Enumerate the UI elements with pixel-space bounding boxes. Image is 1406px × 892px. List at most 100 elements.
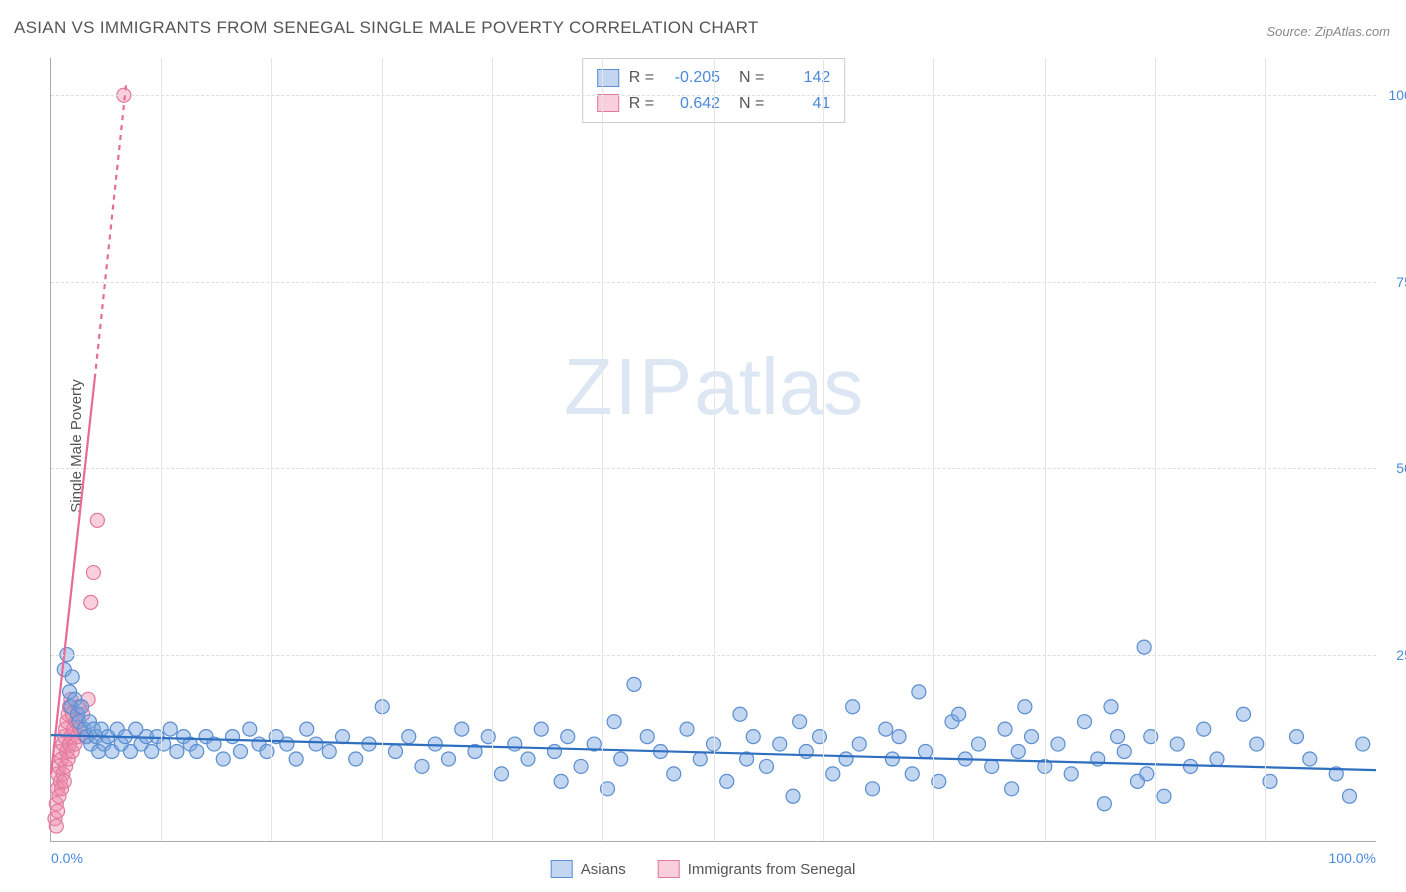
scatter-point <box>793 715 807 729</box>
scatter-point <box>1140 767 1154 781</box>
grid-v <box>161 58 162 841</box>
scatter-point <box>733 707 747 721</box>
legend-swatch-series2 <box>658 860 680 878</box>
scatter-point <box>170 745 184 759</box>
scatter-point <box>495 767 509 781</box>
scatter-point <box>885 752 899 766</box>
scatter-point <box>455 722 469 736</box>
scatter-point <box>1356 737 1370 751</box>
scatter-point <box>309 737 323 751</box>
scatter-point <box>773 737 787 751</box>
scatter-point <box>1005 782 1019 796</box>
scatter-point <box>680 722 694 736</box>
scatter-point <box>402 730 416 744</box>
scatter-point <box>799 745 813 759</box>
scatter-point <box>1170 737 1184 751</box>
scatter-point <box>640 730 654 744</box>
scatter-point <box>972 737 986 751</box>
scatter-point <box>336 730 350 744</box>
x-tick-label: 100.0% <box>1329 850 1376 866</box>
scatter-point <box>57 774 71 788</box>
source-attribution: Source: ZipAtlas.com <box>1266 24 1390 39</box>
scatter-point <box>1025 730 1039 744</box>
scatter-point <box>49 819 63 833</box>
trend-line <box>95 80 127 378</box>
scatter-point <box>866 782 880 796</box>
grid-v <box>1155 58 1156 841</box>
scatter-point <box>243 722 257 736</box>
scatter-point <box>548 745 562 759</box>
scatter-point <box>289 752 303 766</box>
scatter-point <box>574 759 588 773</box>
scatter-point <box>389 745 403 759</box>
y-tick-label: 75.0% <box>1396 274 1406 290</box>
scatter-point <box>1343 789 1357 803</box>
y-tick-label: 50.0% <box>1396 460 1406 476</box>
scatter-point <box>919 745 933 759</box>
scatter-point <box>1111 730 1125 744</box>
legend-swatch-series1 <box>551 860 573 878</box>
grid-v <box>933 58 934 841</box>
scatter-point <box>1237 707 1251 721</box>
scatter-point <box>1078 715 1092 729</box>
grid-v <box>1265 58 1266 841</box>
grid-v <box>823 58 824 841</box>
scatter-point <box>667 767 681 781</box>
legend-label-series1: Asians <box>581 861 626 878</box>
y-tick-label: 25.0% <box>1396 647 1406 663</box>
scatter-point <box>86 566 100 580</box>
scatter-point <box>1210 752 1224 766</box>
scatter-point <box>952 707 966 721</box>
scatter-point <box>852 737 866 751</box>
scatter-point <box>879 722 893 736</box>
scatter-point <box>892 730 906 744</box>
scatter-point <box>508 737 522 751</box>
scatter-point <box>839 752 853 766</box>
grid-v <box>271 58 272 841</box>
scatter-point <box>912 685 926 699</box>
scatter-point <box>521 752 535 766</box>
legend-item-series1: Asians <box>551 860 626 878</box>
grid-v <box>492 58 493 841</box>
scatter-point <box>226 730 240 744</box>
scatter-point <box>322 745 336 759</box>
scatter-point <box>1064 767 1078 781</box>
scatter-point <box>998 722 1012 736</box>
scatter-point <box>442 752 456 766</box>
grid-v <box>602 58 603 841</box>
scatter-point <box>1137 640 1151 654</box>
legend: Asians Immigrants from Senegal <box>551 860 856 878</box>
x-tick-label: 0.0% <box>51 850 83 866</box>
scatter-point <box>300 722 314 736</box>
scatter-point <box>627 677 641 691</box>
scatter-point <box>534 722 548 736</box>
scatter-point <box>280 737 294 751</box>
grid-v <box>714 58 715 841</box>
scatter-point <box>190 745 204 759</box>
scatter-point <box>84 595 98 609</box>
scatter-point <box>614 752 628 766</box>
scatter-point <box>216 752 230 766</box>
scatter-point <box>1157 789 1171 803</box>
scatter-point <box>693 752 707 766</box>
chart-title: ASIAN VS IMMIGRANTS FROM SENEGAL SINGLE … <box>14 18 759 38</box>
scatter-point <box>905 767 919 781</box>
scatter-point <box>554 774 568 788</box>
scatter-point <box>985 759 999 773</box>
grid-v <box>1045 58 1046 841</box>
scatter-point <box>65 670 79 684</box>
scatter-point <box>746 730 760 744</box>
scatter-point <box>349 752 363 766</box>
scatter-point <box>1303 752 1317 766</box>
scatter-point <box>1051 737 1065 751</box>
scatter-point <box>561 730 575 744</box>
scatter-point <box>1117 745 1131 759</box>
scatter-point <box>51 804 65 818</box>
scatter-point <box>415 759 429 773</box>
chart-plot-area: ZIPatlas R = -0.205 N = 142 R = 0.642 N … <box>50 58 1376 842</box>
scatter-point <box>163 722 177 736</box>
scatter-point <box>846 700 860 714</box>
grid-v <box>382 58 383 841</box>
scatter-point <box>760 759 774 773</box>
scatter-point <box>1250 737 1264 751</box>
